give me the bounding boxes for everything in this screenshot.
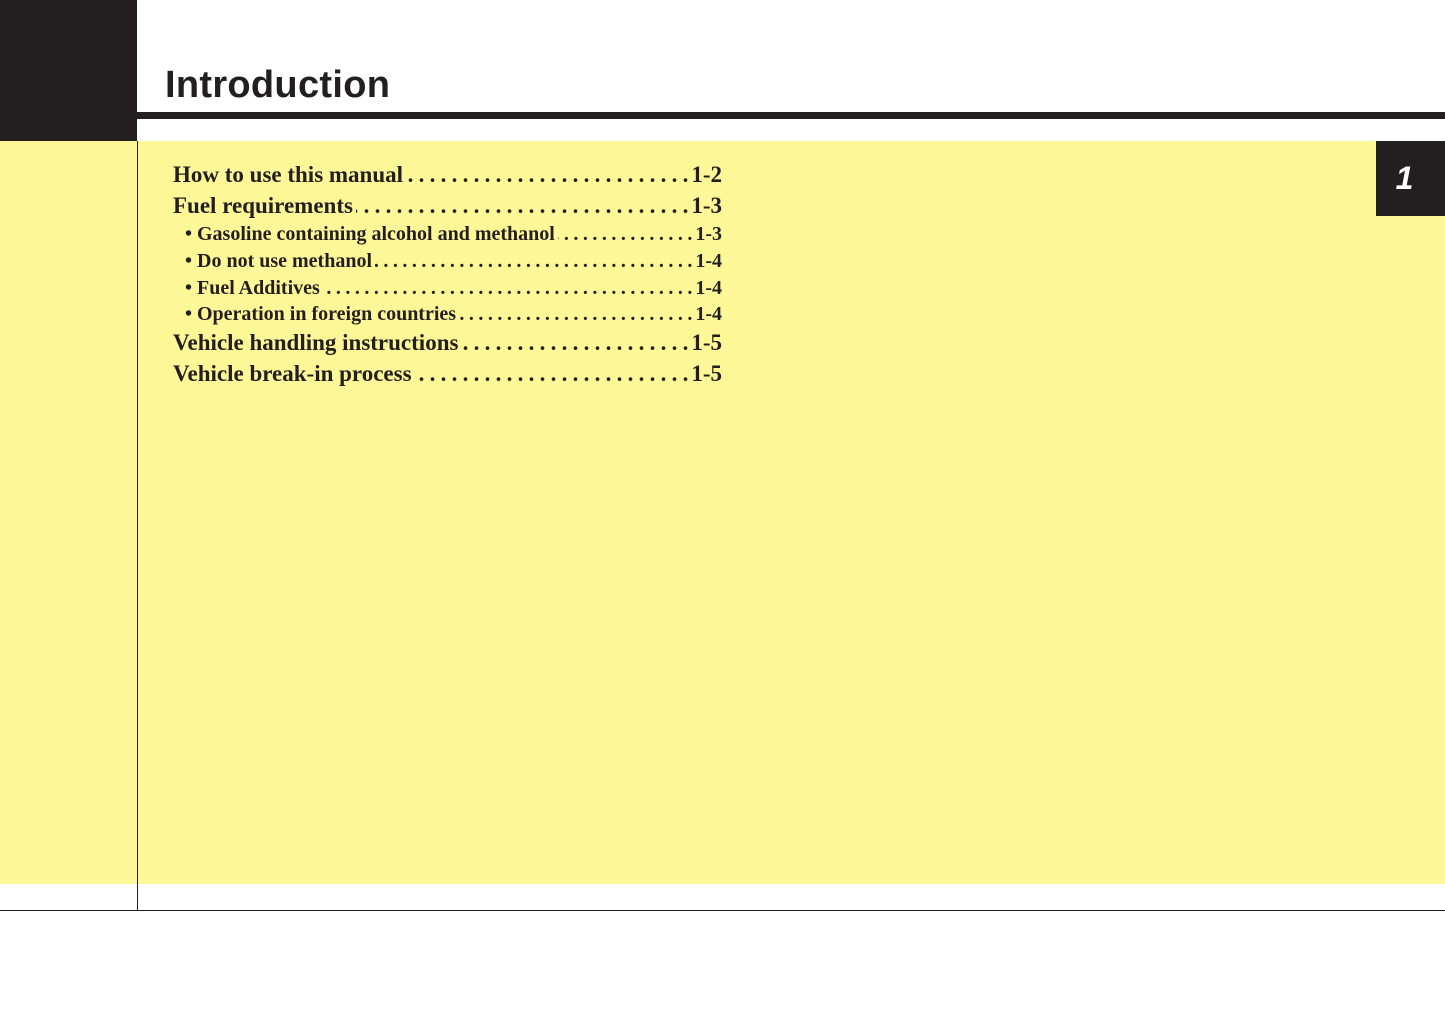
toc-entry-page: 1-4 (695, 303, 722, 326)
toc-subentry[interactable]: • Operation in foreign countries 1-4 (173, 303, 722, 330)
header-corner-block (0, 0, 137, 141)
toc-subentry[interactable]: • Gasoline containing alcohol and methan… (173, 223, 722, 250)
margin-divider (137, 141, 138, 911)
toc-entry-label: • Operation in foreign countries (185, 303, 457, 326)
toc-entry[interactable]: Vehicle handling instructions 1-5 (173, 330, 722, 361)
toc-entry[interactable]: Vehicle break-in process 1-5 (173, 361, 722, 392)
dot-leader (356, 193, 688, 219)
toc-entry-label: • Fuel Additives (185, 276, 320, 299)
dot-leader (415, 361, 689, 387)
toc-entry-label: • Gasoline containing alcohol and methan… (185, 223, 555, 245)
toc-entry-label: Vehicle handling instructions (173, 330, 459, 356)
toc-entry-label: Fuel requirements (173, 192, 353, 218)
footer-divider (0, 910, 1445, 911)
toc-entry-page: 1-4 (695, 276, 722, 299)
dot-leader (323, 277, 693, 300)
table-of-contents: How to use this manual 1-2 Fuel requireme… (173, 162, 722, 391)
toc-subentry[interactable]: • Do not use methanol 1-4 (173, 250, 722, 277)
toc-entry-page: 1-3 (695, 223, 722, 245)
title-rule (137, 112, 1445, 119)
toc-subentry[interactable]: • Fuel Additives 1-4 (173, 277, 722, 304)
toc-entry-page: 1-5 (691, 330, 722, 356)
toc-entry-page: 1-2 (691, 162, 722, 187)
dot-leader (461, 330, 688, 356)
content-background (0, 141, 1445, 884)
toc-entry-page: 1-5 (691, 360, 722, 386)
toc-entry[interactable]: Fuel requirements 1-3 (173, 193, 722, 224)
toc-entry-label: How to use this manual (173, 162, 404, 187)
chapter-tab[interactable]: 1 (1376, 141, 1445, 216)
dot-leader (459, 303, 692, 326)
toc-entry-page: 1-4 (695, 249, 722, 272)
toc-entry-page: 1-3 (691, 192, 722, 218)
toc-entry[interactable]: How to use this manual 1-2 (173, 162, 722, 193)
dot-leader (558, 223, 692, 246)
toc-entry-label: Vehicle break-in process (173, 360, 412, 386)
dot-leader (406, 162, 688, 188)
page-title: Introduction (165, 64, 391, 106)
dot-leader (375, 250, 692, 273)
toc-entry-label: • Do not use methanol (185, 249, 373, 272)
